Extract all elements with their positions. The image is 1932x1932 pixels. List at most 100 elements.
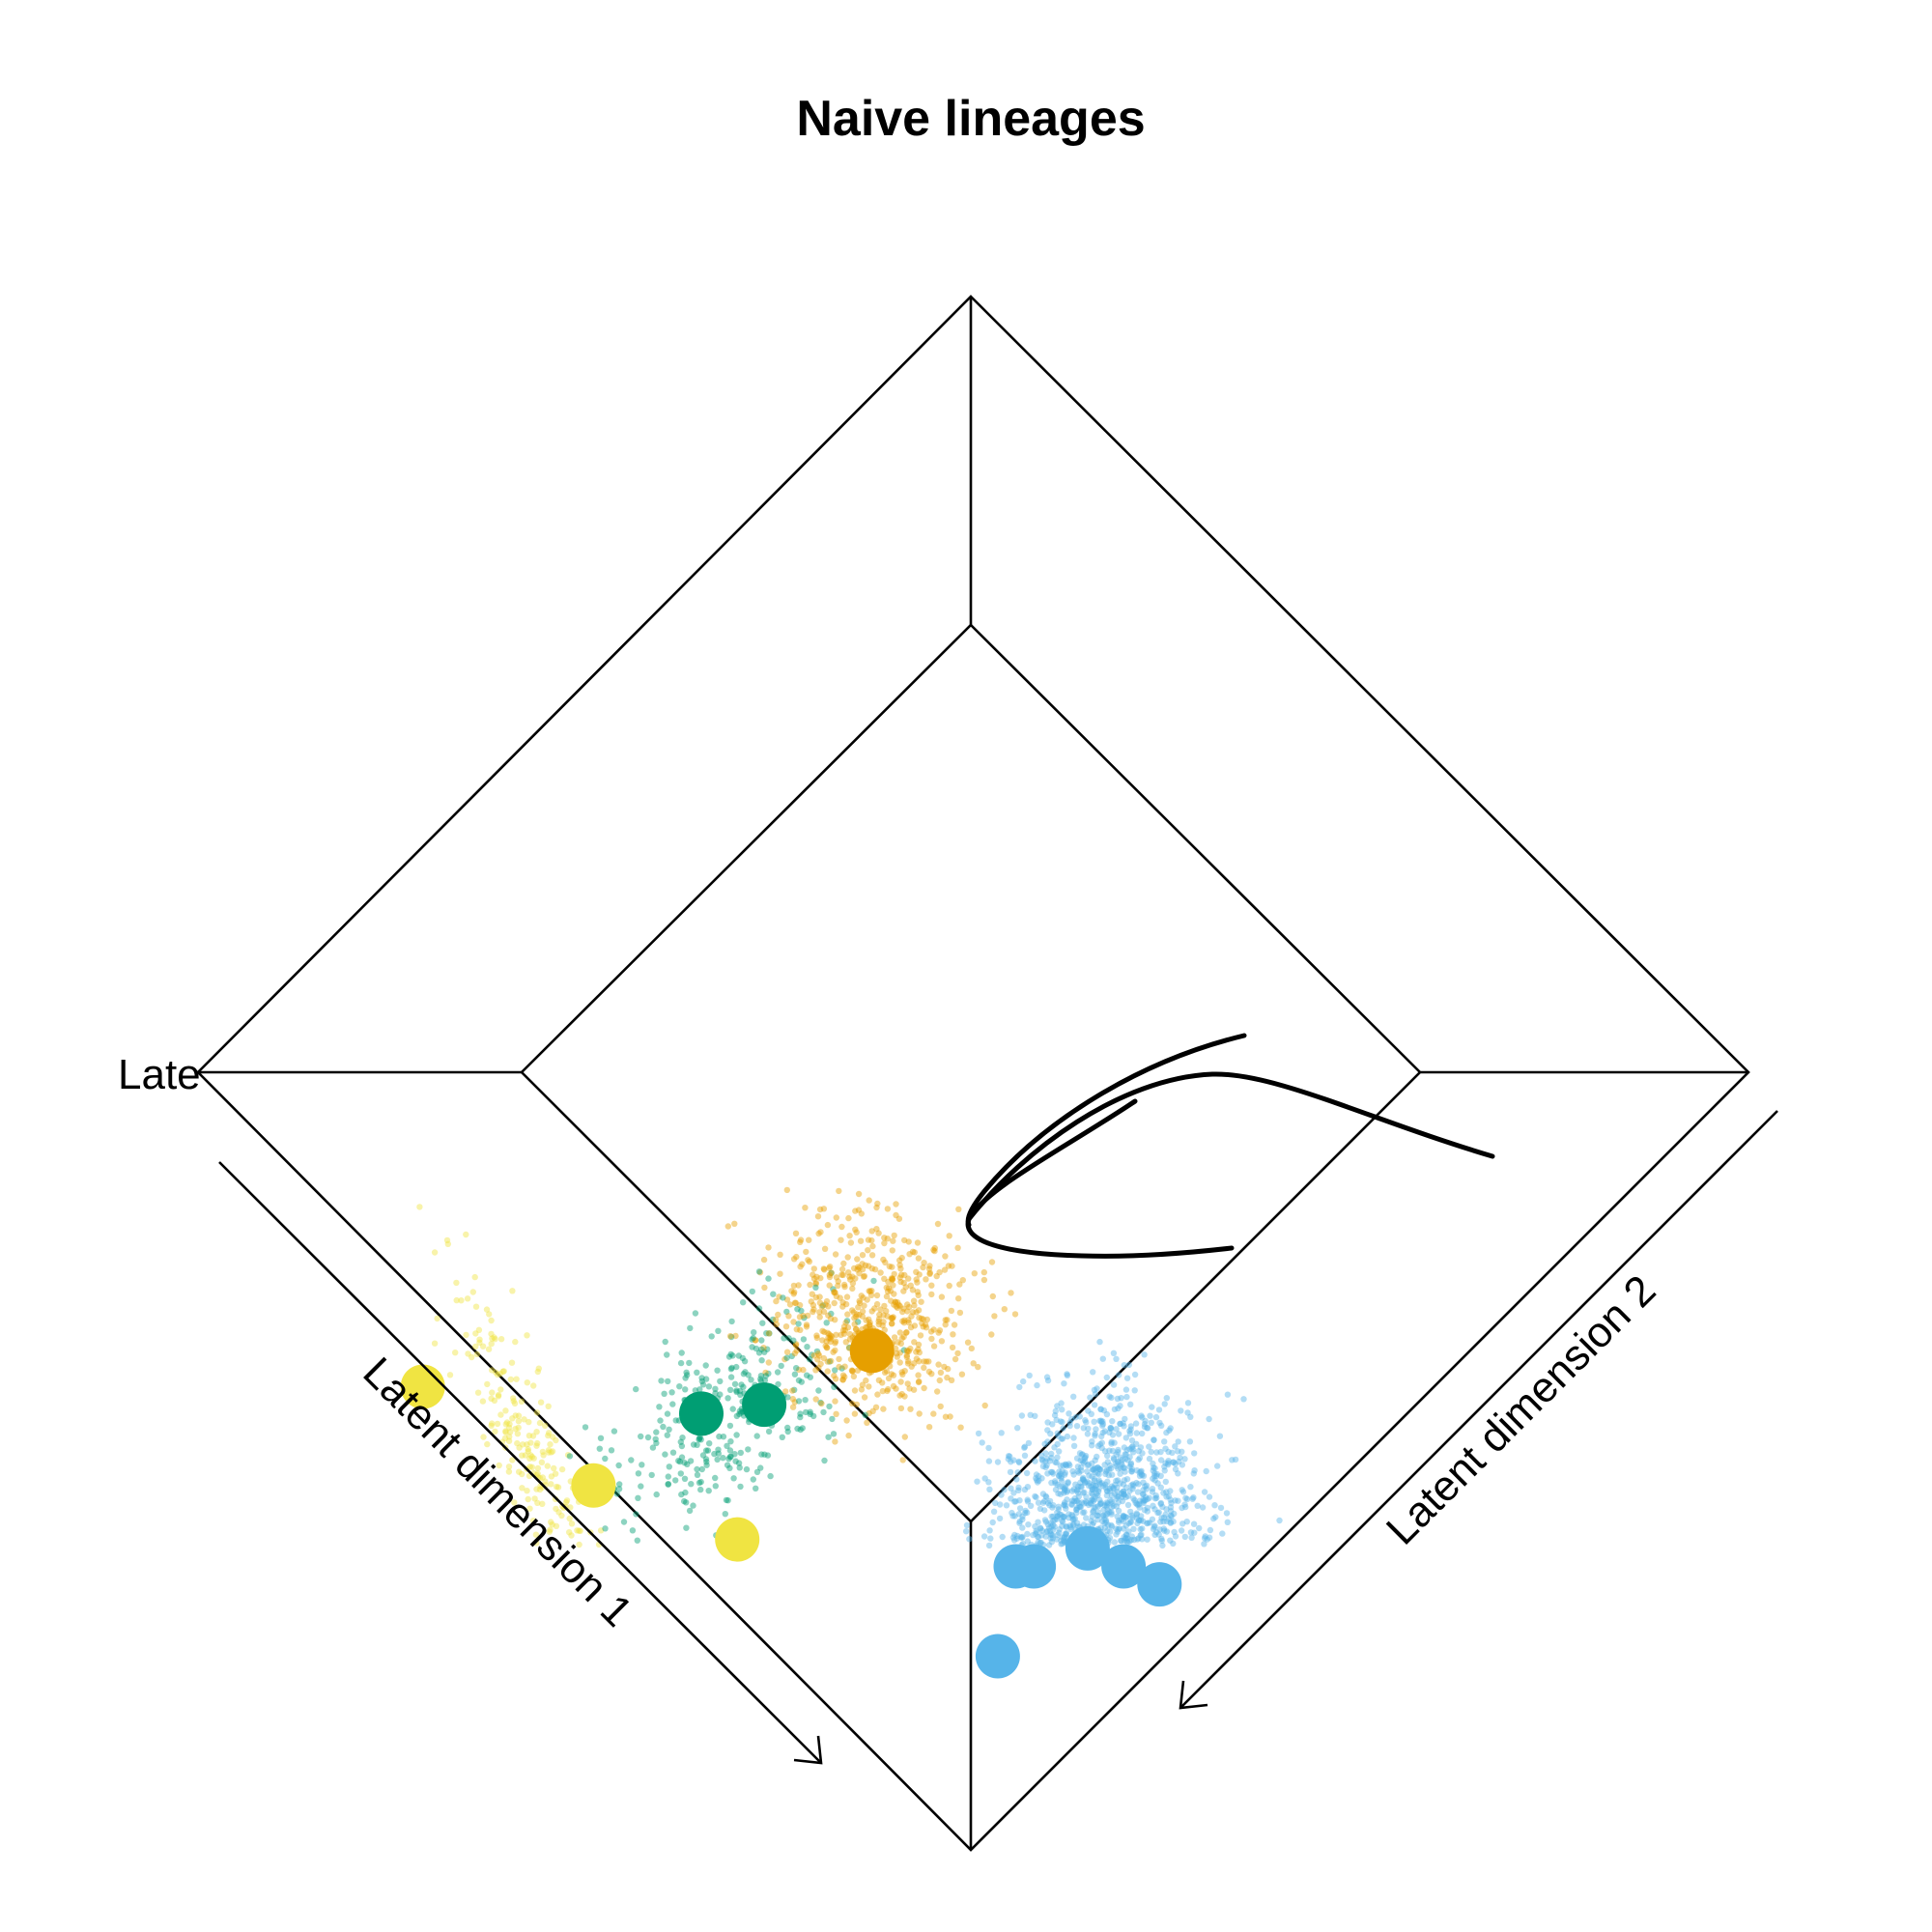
- cell-point: [1072, 1506, 1080, 1513]
- cell-point: [1037, 1539, 1044, 1547]
- cell-point: [530, 1455, 537, 1462]
- cell-point: [850, 1373, 858, 1380]
- cell-point: [545, 1432, 552, 1439]
- cell-point: [934, 1220, 942, 1228]
- cell-point: [795, 1377, 803, 1384]
- cell-point: [797, 1410, 804, 1417]
- cell-point: [1129, 1514, 1136, 1520]
- cell-point: [909, 1287, 917, 1293]
- cell-point: [1179, 1504, 1185, 1512]
- cell-point: [1140, 1496, 1147, 1503]
- cell-point: [791, 1289, 798, 1295]
- cell-point: [730, 1475, 737, 1482]
- cell-point: [945, 1263, 952, 1269]
- cell-point: [548, 1481, 554, 1488]
- cell-point: [1115, 1405, 1122, 1412]
- cell-point: [1120, 1420, 1126, 1427]
- cell-point: [1104, 1459, 1112, 1465]
- cell-point: [726, 1464, 733, 1472]
- cell-point: [893, 1211, 899, 1219]
- cell-point: [864, 1296, 870, 1303]
- cell-point: [653, 1439, 660, 1447]
- cell-point: [875, 1230, 882, 1236]
- cell-point: [1041, 1440, 1048, 1448]
- cell-point: [1085, 1482, 1093, 1490]
- cell-point: [1091, 1485, 1097, 1492]
- axis-x: Latent dimension 1: [218, 1161, 823, 1765]
- cell-point: [702, 1376, 710, 1382]
- cell-point: [899, 1457, 906, 1463]
- cell-point: [1101, 1462, 1108, 1468]
- cell-point: [827, 1264, 834, 1270]
- cell-point: [907, 1282, 914, 1290]
- cell-point: [1089, 1521, 1096, 1528]
- cell-point: [1120, 1464, 1127, 1471]
- cell-point: [1024, 1484, 1032, 1491]
- cell-point: [1099, 1429, 1107, 1436]
- cell-point: [1210, 1515, 1217, 1522]
- cell-point: [516, 1444, 523, 1451]
- cell-point: [733, 1387, 740, 1394]
- cell-point: [1062, 1461, 1069, 1468]
- cell-point: [1019, 1516, 1026, 1523]
- cell-point: [1054, 1509, 1061, 1516]
- cell-point: [1115, 1499, 1122, 1506]
- cell-point: [1130, 1495, 1137, 1502]
- cell-point: [1054, 1430, 1062, 1436]
- cell-point: [503, 1419, 511, 1426]
- cell-point: [814, 1213, 822, 1220]
- cell-point: [1137, 1532, 1144, 1539]
- cell-point: [971, 1270, 978, 1277]
- cell-point: [758, 1451, 765, 1458]
- cell-point: [547, 1526, 554, 1533]
- cell-point: [682, 1386, 689, 1393]
- cell-point: [769, 1316, 777, 1323]
- cell-point: [1122, 1493, 1129, 1501]
- cell-point: [1094, 1512, 1100, 1519]
- cell-point: [1162, 1511, 1169, 1519]
- cell-point: [858, 1293, 865, 1299]
- cell-point: [458, 1297, 465, 1304]
- cell-point: [755, 1350, 763, 1356]
- cell-point: [1096, 1496, 1103, 1503]
- cell-point: [506, 1434, 513, 1440]
- cell-point: [1214, 1463, 1221, 1469]
- cell-point: [1017, 1534, 1025, 1541]
- cell-point: [472, 1343, 479, 1350]
- cell-point: [866, 1197, 872, 1204]
- cell-point: [905, 1238, 912, 1245]
- cell-point: [513, 1376, 520, 1382]
- cell-point: [1089, 1486, 1096, 1493]
- cell-point: [1240, 1396, 1247, 1403]
- cell-point: [1129, 1481, 1137, 1488]
- cell-point: [1120, 1490, 1127, 1497]
- cell-point: [881, 1235, 888, 1241]
- cell-point: [889, 1275, 895, 1282]
- cell-point: [1133, 1511, 1141, 1519]
- cell-point: [1034, 1477, 1040, 1484]
- cell-point: [894, 1299, 901, 1306]
- cell-point: [724, 1462, 731, 1468]
- cell-point: [866, 1316, 872, 1323]
- cell-point: [534, 1499, 541, 1507]
- cell-point: [1106, 1429, 1113, 1436]
- cell-point: [497, 1411, 504, 1418]
- cell-point: [1080, 1460, 1087, 1466]
- cell-point: [699, 1381, 707, 1388]
- cell-point: [888, 1371, 895, 1378]
- cell-point: [1066, 1422, 1073, 1430]
- cell-point: [1162, 1460, 1169, 1466]
- cell-point: [1127, 1508, 1134, 1516]
- cell-point: [666, 1463, 672, 1470]
- cell-point: [1115, 1431, 1122, 1437]
- cell-point: [697, 1486, 704, 1493]
- cell-point: [1127, 1423, 1135, 1430]
- cell-point: [1113, 1463, 1120, 1469]
- cell-point: [1115, 1507, 1122, 1515]
- cell-point: [476, 1336, 483, 1343]
- cell-point: [859, 1313, 866, 1320]
- cell-point: [791, 1350, 799, 1357]
- cell-point: [897, 1340, 904, 1348]
- cell-point: [1085, 1407, 1092, 1414]
